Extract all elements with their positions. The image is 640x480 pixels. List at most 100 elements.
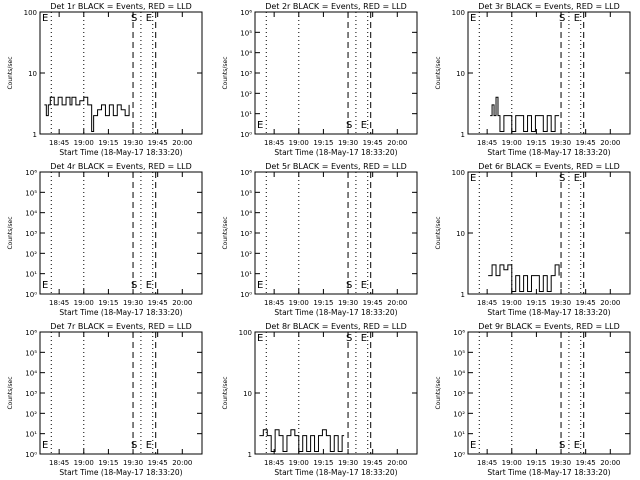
y-tick-label: 10⁵ (25, 349, 37, 357)
x-tick-label: 19:45 (576, 139, 596, 147)
y-tick-label: 10¹ (25, 271, 37, 279)
y-tick-label: 10³ (453, 390, 465, 398)
y-tick-label: 10³ (240, 70, 252, 78)
x-axis-label: Start Time (18-May-17 18:33:20) (487, 148, 610, 157)
x-tick-label: 19:00 (289, 459, 309, 467)
x-tick-label: 19:30 (338, 459, 358, 467)
panel-title: Det 2r BLACK = Events, RED = LLD (265, 2, 407, 11)
y-tick-label: 10⁴ (25, 210, 37, 218)
x-axis-label: Start Time (18-May-17 18:33:20) (274, 468, 397, 477)
y-tick-label: 10² (240, 250, 252, 258)
x-tick-label: 18:45 (264, 299, 284, 307)
y-axis-label: Counts/sec (435, 216, 442, 249)
y-tick-label: 10³ (25, 390, 37, 398)
x-tick-label: 18:45 (264, 139, 284, 147)
end-marker: E (146, 13, 152, 24)
x-tick-label: 19:15 (526, 139, 546, 147)
end-marker: E (574, 13, 580, 24)
x-tick-label: 18:45 (264, 459, 284, 467)
start-marker: S (346, 280, 352, 291)
x-tick-label: 19:45 (363, 139, 383, 147)
x-tick-label: 20:00 (387, 459, 407, 467)
y-axis-label: Counts/sec (222, 56, 229, 89)
x-axis-label: Start Time (18-May-17 18:33:20) (487, 468, 610, 477)
start-marker: S (131, 280, 137, 291)
panel-title: Det 4r BLACK = Events, RED = LLD (50, 162, 192, 171)
x-tick-label: 19:30 (551, 139, 571, 147)
x-tick-label: 19:30 (123, 459, 143, 467)
y-tick-label: 10⁶ (25, 169, 37, 177)
start-marker: S (559, 440, 565, 451)
panel-title: Det 5r BLACK = Events, RED = LLD (265, 162, 407, 171)
plot-frame (254, 171, 418, 295)
panel-title: Det 3r BLACK = Events, RED = LLD (478, 2, 620, 11)
edge-marker-e: E (42, 440, 48, 451)
y-tick-label: 10⁶ (240, 9, 252, 17)
x-tick-label: 19:45 (148, 139, 168, 147)
plot-frame (467, 331, 631, 455)
panel-det-8: Det 8r BLACK = Events, RED = LLD Counts/s… (222, 322, 418, 477)
x-tick-label: 19:30 (123, 299, 143, 307)
edge-marker-e: E (470, 173, 476, 184)
y-tick-label: 10¹ (453, 431, 465, 439)
y-tick-label: 10⁴ (25, 370, 37, 378)
panel-title: Det 8r BLACK = Events, RED = LLD (265, 322, 407, 331)
edge-marker-e: E (257, 333, 263, 344)
x-tick-label: 20:00 (600, 299, 620, 307)
y-tick-label: 10 (243, 390, 252, 398)
y-tick-label: 100 (24, 9, 37, 17)
y-tick-label: 10⁵ (25, 189, 37, 197)
x-tick-label: 19:15 (526, 299, 546, 307)
y-tick-label: 10³ (240, 230, 252, 238)
series-line (488, 264, 560, 292)
edge-marker-e: E (42, 280, 48, 291)
x-tick-label: 20:00 (172, 139, 192, 147)
x-tick-label: 19:45 (576, 459, 596, 467)
x-tick-label: 18:45 (477, 139, 497, 147)
panel-title: Det 9r BLACK = Events, RED = LLD (478, 322, 620, 331)
y-tick-label: 10⁶ (240, 169, 252, 177)
series-line (259, 429, 345, 452)
start-marker: S (559, 13, 565, 24)
series-line (44, 96, 130, 132)
y-tick-label: 10¹ (25, 431, 37, 439)
y-tick-label: 10⁶ (25, 329, 37, 337)
y-tick-label: 10⁰ (25, 291, 37, 299)
x-tick-label: 19:00 (74, 299, 94, 307)
edge-marker-e: E (470, 13, 476, 24)
x-tick-label: 19:30 (551, 459, 571, 467)
x-tick-label: 18:45 (477, 459, 497, 467)
x-tick-label: 19:15 (313, 459, 333, 467)
y-axis-label: Counts/sec (7, 376, 14, 409)
x-axis-label: Start Time (18-May-17 18:33:20) (59, 308, 182, 317)
x-tick-label: 19:00 (502, 459, 522, 467)
y-tick-label: 10⁵ (240, 189, 252, 197)
plot-frame (39, 171, 203, 295)
x-tick-label: 19:30 (338, 299, 358, 307)
x-tick-label: 19:15 (98, 299, 118, 307)
x-tick-label: 19:45 (148, 299, 168, 307)
x-tick-label: 19:30 (123, 139, 143, 147)
x-tick-label: 19:45 (148, 459, 168, 467)
y-tick-label: 1 (248, 451, 252, 459)
x-tick-label: 20:00 (387, 139, 407, 147)
y-tick-label: 10² (25, 250, 37, 258)
end-marker: E (361, 120, 367, 131)
panel-det-4: Det 4r BLACK = Events, RED = LLD Counts/s… (7, 162, 203, 317)
end-marker: E (574, 440, 580, 451)
y-tick-label: 10⁰ (453, 451, 465, 459)
x-tick-label: 19:15 (526, 459, 546, 467)
x-tick-label: 19:15 (98, 139, 118, 147)
y-tick-label: 10⁴ (453, 370, 465, 378)
plot-frame (39, 331, 203, 455)
y-tick-label: 100 (239, 329, 252, 337)
x-tick-label: 18:45 (49, 139, 69, 147)
x-tick-label: 19:00 (289, 299, 309, 307)
end-marker: E (361, 333, 367, 344)
y-tick-label: 100 (452, 169, 465, 177)
y-tick-label: 100 (452, 9, 465, 17)
y-tick-label: 10² (240, 90, 252, 98)
y-tick-label: 10² (25, 410, 37, 418)
panel-det-2: Det 2r BLACK = Events, RED = LLD Counts/s… (222, 2, 418, 157)
